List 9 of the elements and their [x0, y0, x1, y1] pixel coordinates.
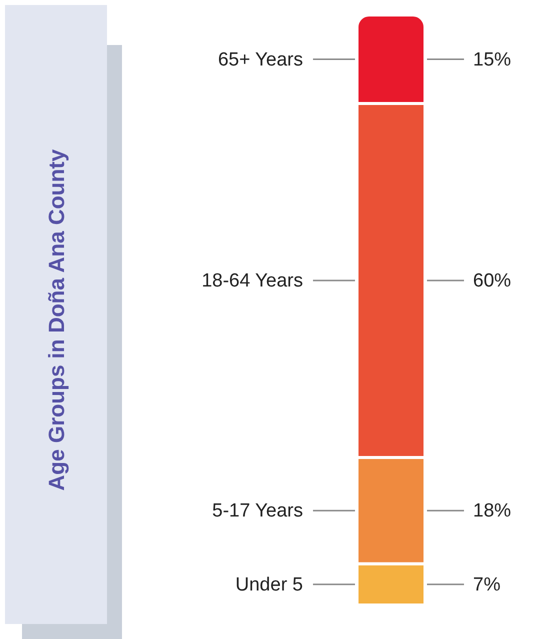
text: 65+ Years	[218, 49, 303, 70]
text: Under 5	[235, 574, 303, 596]
text: Age Groups in Doña Ana County	[44, 148, 69, 491]
data-label: 15%	[473, 49, 512, 70]
data-label: 60%	[473, 270, 512, 292]
text: 5-17 Years	[212, 500, 303, 522]
text: 18-64 Years	[202, 270, 303, 292]
data-label: 18%	[473, 500, 512, 522]
data-label: 7%	[473, 574, 501, 596]
